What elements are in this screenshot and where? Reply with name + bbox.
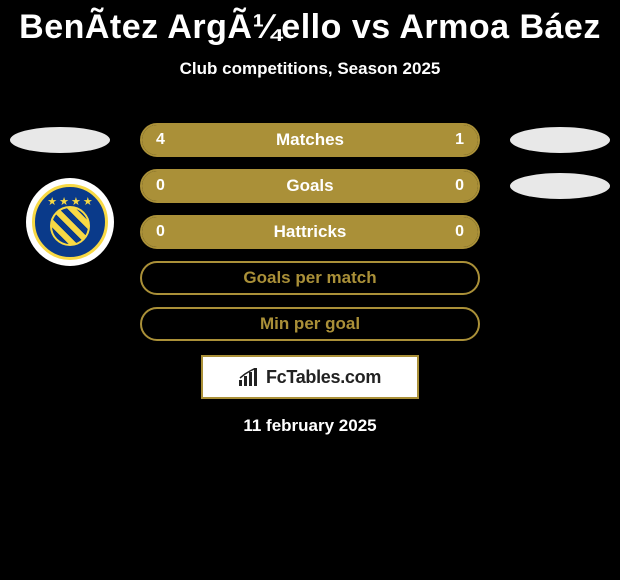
- stat-row: Hattricks 0 0: [0, 209, 620, 255]
- stat-value-left: 0: [156, 177, 165, 195]
- stat-pill-right-fill: [310, 171, 478, 201]
- stat-row: Min per goal: [0, 301, 620, 347]
- stat-rows: Matches 4 1 Goals 0 0 Hattricks 0 0 Goals per mat…: [0, 117, 620, 347]
- stat-pill-left-fill: [142, 171, 310, 201]
- stat-pill-right-fill: [411, 125, 478, 155]
- stat-label: Matches: [276, 130, 344, 150]
- player-photo-placeholder-right: [510, 127, 610, 153]
- stat-pill: Goals 0 0: [140, 169, 480, 203]
- stat-label: Hattricks: [274, 222, 347, 242]
- stat-label: Min per goal: [260, 314, 360, 334]
- footer-brand-text: FcTables.com: [266, 367, 381, 388]
- stat-value-left: 0: [156, 223, 165, 241]
- stat-pill: Goals per match: [140, 261, 480, 295]
- stat-value-right: 0: [455, 223, 464, 241]
- comparison-infographic: BenÃ­tez ArgÃ¼ello vs Armoa Báez Club co…: [0, 0, 620, 580]
- page-title: BenÃ­tez ArgÃ¼ello vs Armoa Báez: [0, 8, 620, 47]
- player-photo-placeholder-left: [10, 127, 110, 153]
- stat-row: Goals 0 0: [0, 163, 620, 209]
- stat-row: Goals per match: [0, 255, 620, 301]
- stat-value-left: 4: [156, 131, 165, 149]
- stat-label: Goals: [286, 176, 333, 196]
- chart-icon: [239, 368, 261, 386]
- stat-value-right: 0: [455, 177, 464, 195]
- player-photo-placeholder-right: [510, 173, 610, 199]
- footer-brand-box: FcTables.com: [201, 355, 419, 399]
- footer-date: 11 february 2025: [0, 416, 620, 436]
- stat-value-right: 1: [455, 131, 464, 149]
- stat-pill: Matches 4 1: [140, 123, 480, 157]
- stat-pill: Hattricks 0 0: [140, 215, 480, 249]
- subtitle: Club competitions, Season 2025: [0, 59, 620, 79]
- stat-row: Matches 4 1: [0, 117, 620, 163]
- stat-label: Goals per match: [243, 268, 376, 288]
- stat-pill: Min per goal: [140, 307, 480, 341]
